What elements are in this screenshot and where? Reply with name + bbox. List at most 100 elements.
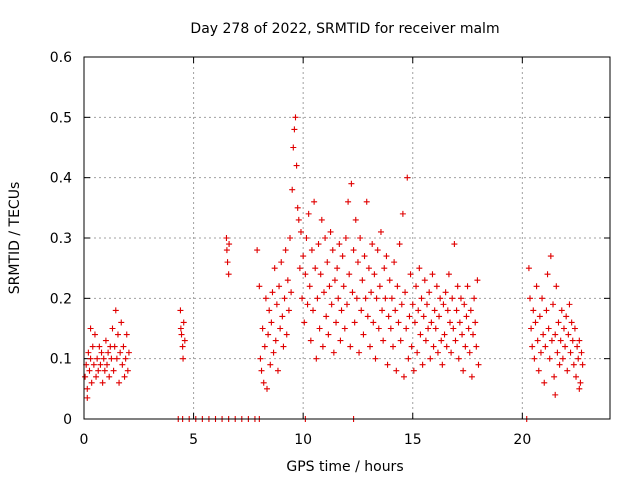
data-point (351, 319, 358, 326)
data-point (471, 295, 478, 302)
data-point (534, 337, 541, 344)
data-point (302, 271, 309, 278)
data-point (540, 331, 547, 338)
y-tick-label: 0.2 (50, 291, 72, 307)
data-point (294, 204, 301, 211)
data-point (322, 235, 329, 241)
data-point (339, 253, 346, 260)
data-point (333, 319, 340, 326)
data-point (254, 247, 261, 254)
data-point (461, 301, 468, 308)
data-point (427, 355, 434, 362)
data-point (344, 301, 350, 308)
data-point (571, 325, 578, 332)
x-tick-label: 20 (513, 432, 531, 448)
data-point (535, 367, 542, 374)
data-point (124, 367, 131, 374)
data-point (327, 228, 334, 235)
data-point (357, 235, 364, 241)
data-point (393, 367, 400, 374)
data-point (291, 126, 298, 133)
data-point (543, 307, 550, 314)
data-point (414, 349, 421, 356)
data-point (265, 331, 272, 338)
data-point (578, 349, 585, 356)
data-point (342, 235, 349, 241)
data-point (93, 373, 100, 380)
data-point (324, 259, 331, 266)
data-point (552, 331, 559, 338)
data-point (110, 367, 117, 374)
data-point (95, 367, 102, 374)
data-point (257, 355, 264, 362)
data-point (452, 337, 459, 344)
data-point (120, 343, 127, 350)
data-point (346, 271, 353, 278)
data-point (388, 295, 395, 302)
data-point (555, 319, 562, 326)
data-point (311, 198, 318, 205)
data-point (108, 355, 115, 362)
data-point (407, 271, 414, 278)
data-point (325, 331, 332, 338)
data-point (530, 307, 537, 314)
data-point (371, 271, 378, 278)
data-points (82, 114, 586, 422)
data-point (425, 325, 432, 332)
data-point (297, 228, 304, 235)
data-point (352, 216, 359, 223)
data-point (306, 283, 313, 290)
data-point (225, 271, 232, 278)
data-point (398, 301, 405, 308)
data-point (382, 295, 389, 302)
data-point (270, 349, 277, 356)
data-point (178, 331, 185, 338)
data-point (362, 295, 369, 302)
data-point (433, 283, 440, 290)
data-point (123, 331, 130, 338)
data-point (276, 283, 283, 290)
data-point (552, 391, 559, 398)
data-point (525, 265, 532, 272)
data-point (381, 265, 388, 272)
data-point (439, 361, 446, 368)
data-point (121, 373, 128, 380)
data-point (413, 283, 420, 290)
data-point (410, 367, 417, 374)
data-point (105, 349, 112, 356)
data-point (281, 295, 288, 302)
data-point (445, 271, 452, 278)
data-point (554, 349, 561, 356)
data-point (533, 283, 540, 290)
data-point (573, 373, 580, 380)
data-point (379, 307, 386, 314)
data-point (84, 394, 91, 401)
data-point (473, 343, 480, 350)
data-point (423, 301, 430, 308)
data-point (459, 331, 466, 338)
data-point (387, 325, 394, 332)
data-point (369, 241, 376, 248)
y-tick-label: 0.1 (50, 352, 72, 368)
data-point (223, 247, 230, 254)
data-point (563, 313, 570, 320)
data-point (100, 355, 107, 362)
data-point (109, 325, 116, 332)
data-point (87, 325, 94, 332)
data-point (106, 373, 113, 380)
data-point (99, 379, 106, 386)
data-point (359, 277, 366, 284)
data-point (394, 283, 401, 290)
data-point (114, 331, 121, 338)
data-point (436, 313, 443, 320)
data-point (544, 271, 551, 278)
data-point (271, 265, 278, 272)
data-point (354, 259, 361, 266)
data-point (334, 265, 341, 272)
data-point (406, 313, 413, 320)
data-point (444, 307, 451, 314)
data-point (431, 307, 438, 314)
data-point (402, 289, 409, 296)
data-point (326, 283, 333, 290)
